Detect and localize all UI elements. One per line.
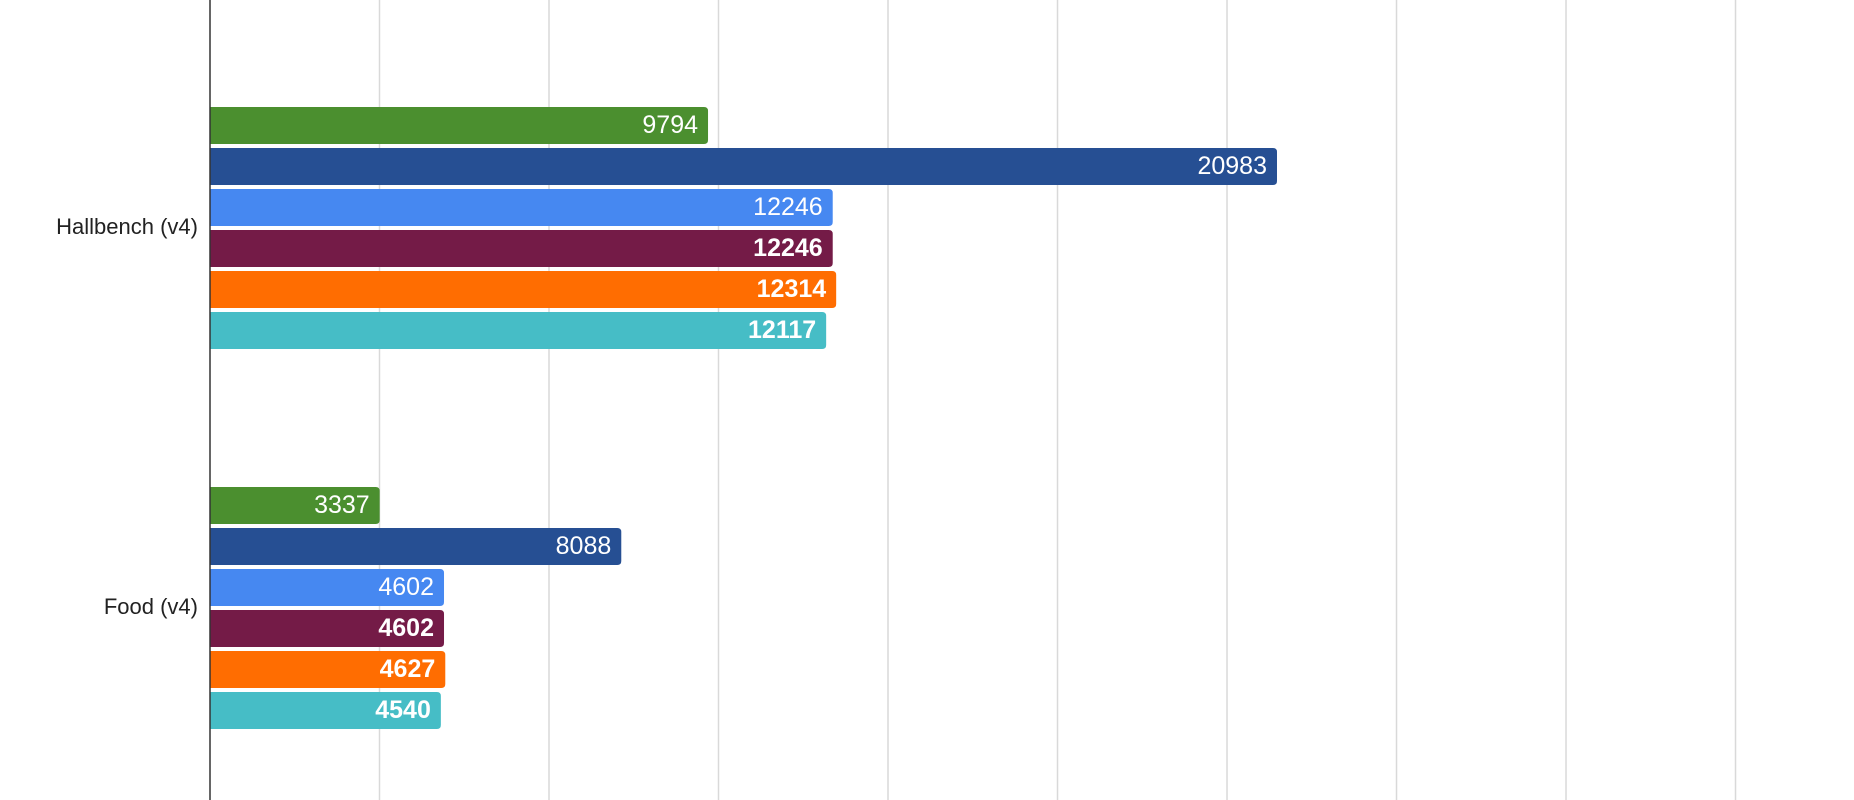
data-label: 12314 xyxy=(757,275,827,303)
category-label: Food (v4) xyxy=(104,594,198,619)
category-label: Hallbench (v4) xyxy=(56,214,198,239)
bar xyxy=(210,189,833,226)
data-label: 9794 xyxy=(642,111,698,139)
data-label: 12246 xyxy=(753,234,823,262)
bar xyxy=(210,569,445,606)
data-label: 4602 xyxy=(378,573,434,601)
data-label: 4602 xyxy=(378,614,434,642)
bar xyxy=(210,271,837,308)
data-label: 3337 xyxy=(314,491,370,519)
data-label: 12246 xyxy=(753,193,823,221)
data-label: 4540 xyxy=(375,696,431,724)
bar xyxy=(210,148,1277,185)
bar xyxy=(210,312,827,349)
bar xyxy=(210,487,380,524)
data-label: 4627 xyxy=(380,655,436,683)
bar-series-group xyxy=(210,107,1277,729)
data-labels-group: 9794 20983 12246 12246 12314 12117 3337 8088 460… xyxy=(314,111,1267,724)
category-labels-group: Hallbench (v4) Food (v4) xyxy=(56,214,198,619)
data-label: 8088 xyxy=(556,532,612,560)
bar xyxy=(210,230,833,267)
bar xyxy=(210,107,709,144)
bar xyxy=(210,692,441,729)
bar xyxy=(210,528,622,565)
bar xyxy=(210,651,446,688)
data-label: 20983 xyxy=(1197,152,1267,180)
bar xyxy=(210,610,445,647)
data-label: 12117 xyxy=(748,316,816,344)
